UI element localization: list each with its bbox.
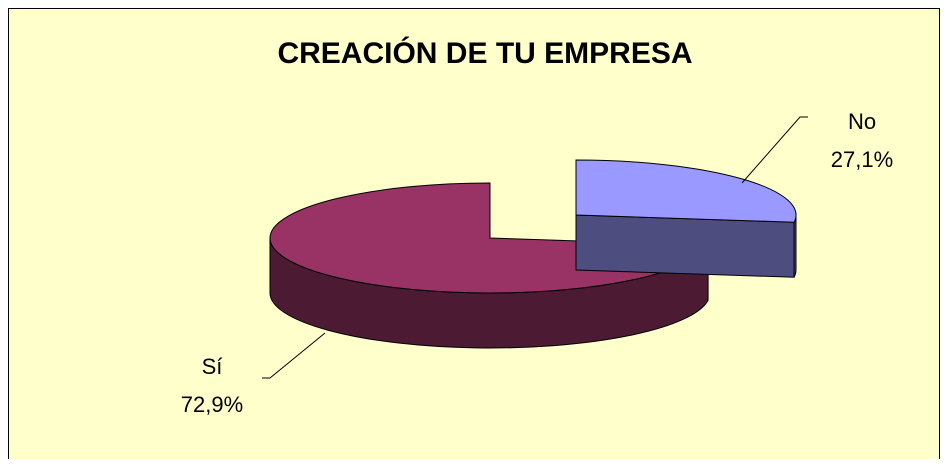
leader-line <box>741 116 808 184</box>
slice-value-label: 27,1% <box>831 147 893 172</box>
slice-wall <box>793 214 797 278</box>
slice-side <box>575 214 795 278</box>
slice-value-label: 72,9% <box>181 392 243 417</box>
slice-label: No <box>848 109 876 134</box>
slice-label: Sí <box>202 354 223 379</box>
slice-top <box>575 159 797 223</box>
leader-line <box>262 332 326 379</box>
chart-title: CREACIÓN DE TU EMPRESA <box>277 36 692 70</box>
